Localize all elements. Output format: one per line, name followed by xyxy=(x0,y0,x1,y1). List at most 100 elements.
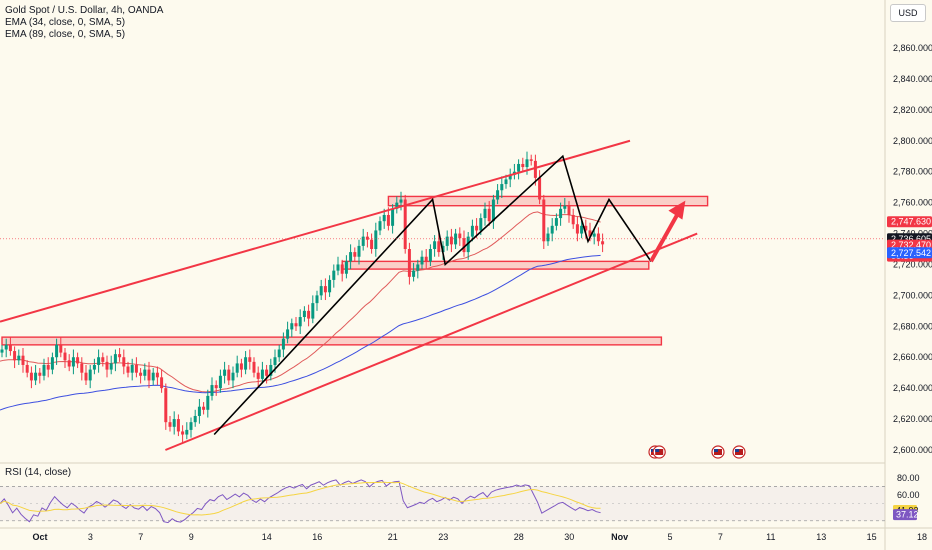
candle xyxy=(71,349,75,375)
candle xyxy=(67,354,71,372)
arrow-shaft xyxy=(649,211,681,263)
price-tick-label: 2,860.000 xyxy=(893,43,932,53)
candle-body xyxy=(500,184,504,191)
candle xyxy=(546,227,550,246)
candle xyxy=(92,358,96,375)
candle-body xyxy=(487,208,491,222)
candle xyxy=(542,194,546,249)
candle xyxy=(596,227,600,246)
rsi-legend[interactable]: RSI (14, close) xyxy=(5,467,72,478)
instrument-title[interactable]: Gold Spot / U.S. Dollar, 4h, OANDA xyxy=(5,5,164,16)
candle-body xyxy=(265,369,269,376)
candle-body xyxy=(508,174,512,180)
candle xyxy=(298,309,302,335)
candle-body xyxy=(374,230,378,249)
candle xyxy=(449,228,453,253)
candle-body xyxy=(155,372,159,378)
time-tick-label: Oct xyxy=(32,532,47,542)
candle-body xyxy=(319,286,323,296)
candle-body xyxy=(197,406,201,416)
candle-body xyxy=(97,357,101,365)
time-tick-label: 23 xyxy=(438,532,448,542)
candle xyxy=(265,364,269,384)
rsi-tick-label: 60.00 xyxy=(897,490,920,500)
candle xyxy=(294,317,298,331)
candle xyxy=(223,361,227,384)
candle-body xyxy=(361,236,365,246)
ema34-legend[interactable]: EMA (34, close, 0, SMA, 5) xyxy=(5,17,126,28)
candle-body xyxy=(235,363,239,373)
candle-body xyxy=(67,360,71,367)
candle-body xyxy=(244,357,248,370)
candle-body xyxy=(344,261,348,274)
event-flag-icon[interactable] xyxy=(711,445,725,459)
candle xyxy=(63,347,67,369)
candle-body xyxy=(143,369,147,376)
rsi-band xyxy=(0,486,885,521)
time-tick-label: 14 xyxy=(262,532,272,542)
price-axis[interactable]: 2,600.000 2,620.000 2,640.000 2,660.000 2,68… xyxy=(0,43,932,521)
candle-body xyxy=(462,238,466,253)
candle-body xyxy=(533,160,537,178)
zigzag-path xyxy=(213,154,652,436)
time-axis[interactable]: Oct 3 7 9 14 16 21 23 28 30 Nov 5 7 11 13 15 18 xyxy=(32,532,927,542)
candle xyxy=(357,239,361,265)
candle-body xyxy=(88,369,92,381)
candle-body xyxy=(454,233,458,245)
candle-body xyxy=(449,236,453,245)
candle xyxy=(50,352,54,375)
candle xyxy=(575,216,579,242)
candle xyxy=(231,366,235,389)
candle-body xyxy=(365,236,369,240)
candle-body xyxy=(168,422,172,427)
candle xyxy=(466,231,470,260)
candle-body xyxy=(420,256,424,265)
currency-button[interactable]: USD xyxy=(890,4,926,22)
candle xyxy=(328,275,332,297)
candle xyxy=(315,290,319,311)
candle-body xyxy=(281,338,285,350)
candle xyxy=(424,249,428,270)
candle-body xyxy=(504,179,508,185)
candle xyxy=(454,228,458,249)
pattern-drawings[interactable] xyxy=(0,139,698,451)
ema89-legend[interactable]: EMA (89, close, 0, SMA, 5) xyxy=(5,29,126,40)
candle xyxy=(496,184,500,205)
event-markers[interactable] xyxy=(648,445,746,459)
candle-body xyxy=(151,372,155,381)
price-tag-label: 2,732.470 xyxy=(891,240,931,250)
candle xyxy=(210,377,214,401)
arrow-head xyxy=(668,200,686,220)
candle-body xyxy=(122,357,126,367)
candle xyxy=(4,338,8,358)
candle-body xyxy=(206,395,210,410)
time-tick-label: 9 xyxy=(189,532,194,542)
candle-body xyxy=(294,323,298,327)
candle-body xyxy=(105,361,109,370)
candle-body xyxy=(407,249,411,277)
time-tick-label: 16 xyxy=(312,532,322,542)
candle xyxy=(412,262,416,282)
price-tag-label: 2,747.630 xyxy=(891,217,931,227)
candle xyxy=(76,352,80,369)
candle-body xyxy=(559,208,563,219)
time-tick-label: Nov xyxy=(611,532,628,542)
candle xyxy=(84,364,88,386)
candle xyxy=(340,259,344,282)
candle xyxy=(164,383,168,430)
candle xyxy=(487,201,491,226)
candle xyxy=(155,366,159,386)
price-tick-label: 2,720.000 xyxy=(893,259,932,269)
time-tick-label: 15 xyxy=(867,532,877,542)
event-flag-icon[interactable] xyxy=(732,445,746,459)
candle xyxy=(538,170,542,205)
candle xyxy=(176,414,180,437)
candle-body xyxy=(357,245,361,257)
event-flag-canton xyxy=(714,449,718,452)
candle xyxy=(109,355,113,375)
event-flag-icon[interactable] xyxy=(652,445,666,459)
candle xyxy=(189,417,193,438)
candle-body xyxy=(479,218,483,231)
